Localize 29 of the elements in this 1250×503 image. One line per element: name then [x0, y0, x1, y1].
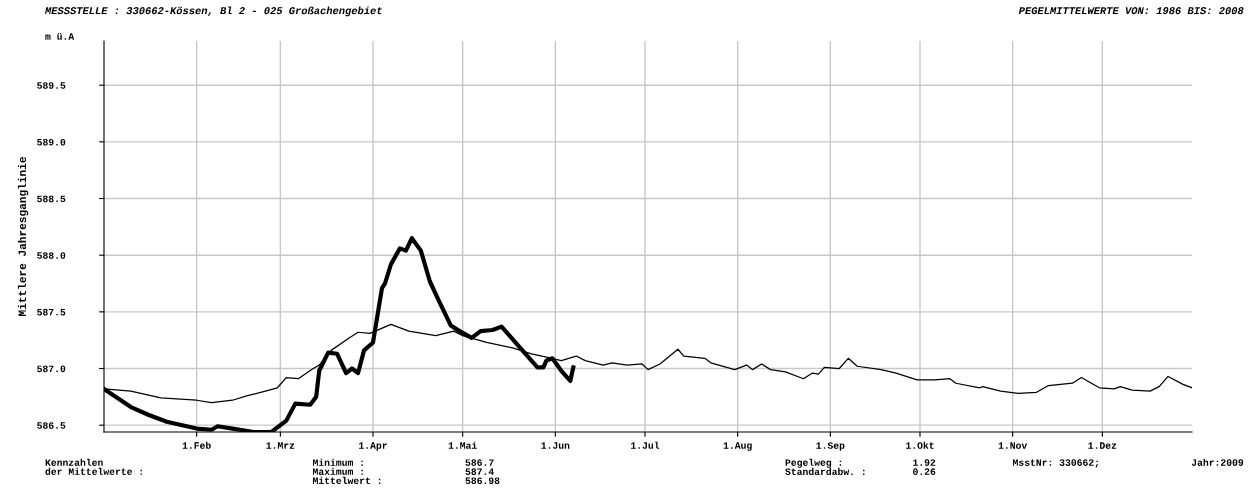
text: 1.92 0.26	[913, 459, 936, 475]
text: Kennzahlen der Mittelwerte :	[45, 458, 142, 475]
text: Minimum : Maximum : Mittelwert :	[312, 458, 381, 484]
x-tick-label: 1.Apr	[359, 442, 387, 451]
x-tick-label: 1.Jun	[541, 442, 570, 449]
x-tick-label: 1.Nov	[998, 442, 1028, 449]
x-tick-label: 1.Dez	[1088, 442, 1117, 449]
y-axis-title: Mittlere Jahresganglinie	[17, 157, 29, 316]
text: Jahr:2009	[1191, 458, 1244, 466]
text: MsstNr: 330662;	[1012, 459, 1099, 468]
y-tick-label: 588.0	[37, 252, 66, 259]
text: m ü.A	[45, 32, 75, 40]
y-tick-label: 586.5	[37, 422, 66, 429]
x-tick-label: 1.Feb	[182, 441, 211, 449]
y-tick-label: 587.5	[37, 308, 66, 316]
x-tick-label: 1.Okt	[906, 441, 934, 449]
chart-subtitle: PEGELMITTELWERTE VON: 1986 BIS: 2008	[1018, 7, 1244, 15]
y-tick-label: 589.5	[37, 82, 66, 89]
y-tick-label: 587.0	[37, 365, 66, 373]
y-tick-label: 589.0	[37, 138, 66, 146]
y-tick-label: 588.5	[37, 195, 66, 203]
x-tick-label: 1.Jul	[631, 441, 660, 449]
chart-title: MESSSTELLE : 330662-Kössen, Bl 2 - 025 Großachengebiet	[44, 6, 382, 17]
x-tick-label: 1.Aug	[723, 442, 752, 451]
x-tick-label: 1.Sep	[816, 442, 845, 451]
x-tick-label: 1.Mai	[448, 441, 477, 449]
x-tick-label: 1.Mrz	[266, 442, 295, 449]
text: 586.7 587.4 586.98	[465, 459, 500, 484]
text: Pegelweg : Standardabw. :	[785, 458, 865, 475]
